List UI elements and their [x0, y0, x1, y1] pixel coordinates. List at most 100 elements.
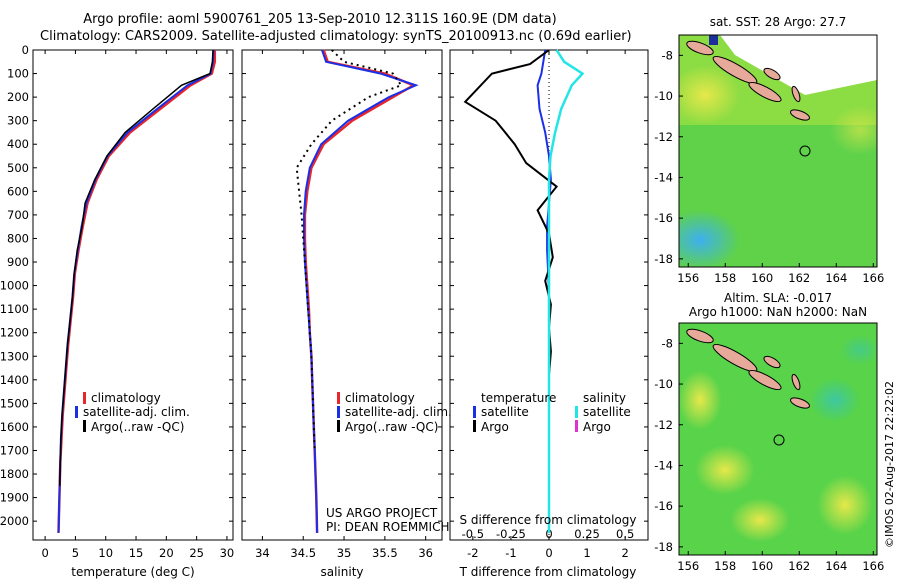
- legend-swatch-argo: [83, 420, 86, 432]
- map-y-tick-label: -8: [662, 336, 673, 350]
- t-difference-xlabel: T difference from climatology: [459, 565, 637, 579]
- chart-title-line2: Climatology: CARS2009. Satellite-adjuste…: [40, 29, 632, 44]
- sla-map-frame: [678, 322, 878, 556]
- depth-tick-label: 900: [7, 255, 29, 269]
- series-line-argo: [463, 49, 559, 423]
- series-line-argo-raw-qc-: [58, 49, 214, 486]
- legend-swatch-argo: [337, 420, 340, 432]
- legend-t-satellite: satellite: [481, 405, 529, 419]
- legend-swatch-s-satellite: [575, 406, 578, 418]
- depth-tick-label: 600: [7, 184, 29, 198]
- map-y-tick-label: -18: [654, 252, 673, 266]
- depth-tick-label: 1800: [0, 467, 29, 481]
- map-y-tick-label: -18: [654, 540, 673, 554]
- legend-swatch-satellite: [337, 406, 340, 418]
- legend-s-argo: Argo: [583, 420, 611, 434]
- map-x-tick-label: 158: [714, 559, 736, 573]
- legend-t-argo: Argo: [481, 420, 509, 434]
- temperature-xlabel: temperature (deg C): [71, 565, 194, 579]
- pi-note: PI: DEAN ROEMMICH: [326, 520, 449, 534]
- x-tick-label: 0: [41, 546, 48, 560]
- difference-plot: -2 -1 0 1 2 -0.5 -0.25 0 0.25 0.5: [462, 49, 634, 560]
- legend-temperature-head: temperature: [481, 391, 556, 405]
- x-tick-label: 20: [159, 546, 174, 560]
- legend-swatch-t-satellite: [473, 406, 476, 418]
- map-y-tick-label: -10: [654, 89, 673, 103]
- map-x-tick-label: 164: [825, 559, 847, 573]
- legend-climatology: climatology: [345, 391, 415, 405]
- depth-tick-label: 1300: [0, 349, 29, 363]
- legend-satellite: satellite-adj. clim.: [345, 405, 452, 419]
- temperature-plot: 0 5 10 15 20 25 30: [41, 49, 234, 560]
- project-note: US ARGO PROJECT: [326, 506, 438, 520]
- x-tick-label: 0: [545, 546, 552, 560]
- legend-swatch-t-argo: [473, 420, 476, 432]
- temperature-panel-frame: [32, 49, 234, 541]
- series-line-argo-raw-qc-: [295, 49, 403, 451]
- x-tick-label: 35.5: [372, 546, 398, 560]
- map-y-tick-label: -14: [654, 458, 673, 472]
- map-x-tick-label: 156: [677, 559, 699, 573]
- x-tick-label: 1: [583, 546, 590, 560]
- map-axes: 156 158 160 162 164 166 -8 -10 -12 -14 -16 -18 156 15…: [654, 48, 884, 573]
- x-tick-label: 34: [255, 546, 270, 560]
- x-tick-label: -2: [467, 546, 478, 560]
- legend-climatology: climatology: [91, 391, 161, 405]
- depth-tick-label: 300: [7, 114, 29, 128]
- depth-tick-label: 1700: [0, 443, 29, 457]
- legend-swatch-climatology: [337, 392, 340, 404]
- map-x-tick-label: 158: [714, 271, 736, 285]
- s-tick-label: -0.25: [496, 527, 526, 541]
- map-x-tick-label: 160: [751, 559, 773, 573]
- legend-argo: Argo(..raw -QC): [345, 420, 438, 434]
- legend-swatch-s-argo: [575, 420, 578, 432]
- legend-swatch-climatology: [83, 392, 86, 404]
- depth-axis: 0 100 200 300 400 500 600 700 800 900 1000 1100 1200…: [0, 43, 648, 528]
- legend-s-satellite: satellite: [583, 405, 631, 419]
- x-tick-label: 5: [72, 546, 79, 560]
- map-x-tick-label: 166: [862, 271, 884, 285]
- sla-map-title2: Argo h1000: NaN h2000: NaN: [689, 305, 867, 319]
- x-tick-label: -1: [505, 546, 516, 560]
- map-x-tick-label: 166: [862, 559, 884, 573]
- depth-tick-label: 1100: [0, 302, 29, 316]
- argo-location-marker: [773, 434, 785, 446]
- sst-map-frame: [678, 34, 878, 268]
- sst-map-title: sat. SST: 28 Argo: 27.7: [710, 15, 847, 29]
- difference-legend: temperature satellite Argo salinity sate…: [473, 391, 631, 434]
- s-difference-label: S difference from climatology: [460, 513, 637, 527]
- series-line-s-satellite: [547, 49, 585, 533]
- sla-map-title1: Altim. SLA: -0.017: [724, 291, 832, 305]
- map-y-tick-label: -16: [654, 499, 673, 513]
- s-tick-label: -0.5: [462, 527, 484, 541]
- legend-argo: Argo(..raw -QC): [91, 420, 184, 434]
- x-tick-label: 2: [621, 546, 628, 560]
- x-tick-label: 34.5: [290, 546, 316, 560]
- map-y-tick-label: -14: [654, 170, 673, 184]
- map-x-tick-label: 162: [788, 271, 810, 285]
- s-tick-label: 0.5: [616, 527, 634, 541]
- depth-tick-label: 2000: [0, 514, 29, 528]
- depth-tick-label: 1600: [0, 420, 29, 434]
- s-tick-label: 0: [545, 527, 552, 541]
- salinity-panel-frame: [241, 49, 443, 541]
- salinity-legend: climatology satellite-adj. clim. Argo(..…: [326, 391, 452, 534]
- map-y-tick-label: -12: [654, 418, 673, 432]
- depth-tick-label: 200: [7, 90, 29, 104]
- depth-tick-label: 1400: [0, 373, 29, 387]
- legend-satellite: satellite-adj. clim.: [83, 405, 190, 419]
- depth-tick-label: 1500: [0, 396, 29, 410]
- x-tick-label: 10: [98, 546, 113, 560]
- argo-location-marker: [799, 145, 811, 157]
- depth-tick-label: 700: [7, 208, 29, 222]
- depth-tick-label: 400: [7, 137, 29, 151]
- imos-footer: ©IMOS 02-Aug-2017 22:22:02: [883, 381, 896, 548]
- map-x-tick-label: 162: [788, 559, 810, 573]
- chart-title-line1: Argo profile: aoml 5900761_205 13-Sep-20…: [83, 12, 557, 27]
- salinity-xlabel: salinity: [320, 565, 363, 579]
- map-x-tick-label: 160: [751, 271, 773, 285]
- salinity-plot: 34 34.5 35 35.5 36: [255, 49, 433, 560]
- depth-tick-label: 1900: [0, 491, 29, 505]
- x-tick-label: 36: [418, 546, 433, 560]
